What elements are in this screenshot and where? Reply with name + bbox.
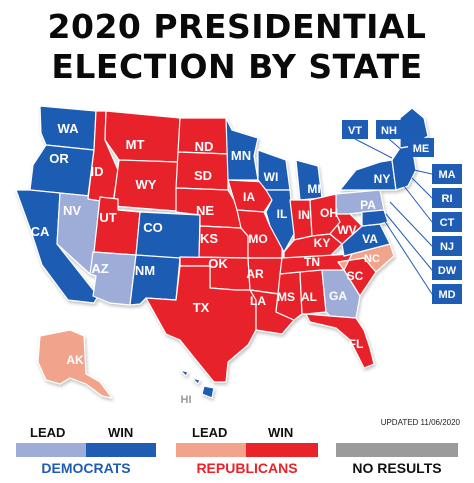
label-tn: TN [304, 255, 320, 269]
box-vt [342, 120, 368, 139]
label-pa: PA [360, 198, 376, 212]
label-ma: MA [438, 169, 455, 181]
state-ak [37, 329, 113, 399]
label-oh: OH [320, 206, 338, 220]
updated-date: UPDATED 11/06/2020 [380, 418, 460, 427]
label-ia: IA [243, 190, 255, 204]
label-sd: SD [194, 168, 212, 183]
label-mi: MI [307, 182, 320, 196]
state-az [89, 251, 137, 306]
label-ky: KY [314, 236, 331, 250]
legend-dem-lead-label: LEAD [30, 425, 66, 440]
label-wi: WI [264, 170, 279, 184]
legend-no-results: NO RESULTS [352, 460, 442, 476]
label-ct: CT [440, 217, 455, 229]
label-mo: MO [248, 232, 267, 246]
legend-rep-lead-swatch [176, 443, 246, 457]
label-ne: NE [196, 203, 214, 218]
label-nh: NH [381, 125, 397, 137]
label-nj: NJ [440, 241, 454, 253]
label-wa: WA [58, 121, 80, 136]
label-wy: WY [136, 177, 157, 192]
label-ak: AK [66, 353, 84, 367]
state-hi [179, 369, 215, 399]
label-il: IL [277, 207, 288, 221]
state-tx [145, 265, 257, 383]
label-ar: AR [246, 267, 264, 281]
box-dw [432, 260, 462, 280]
box-ma [432, 164, 462, 184]
state-il [265, 189, 295, 253]
label-la: LA [250, 294, 266, 308]
label-va: VA [362, 232, 378, 246]
legend-dem-lead-swatch [16, 443, 86, 457]
box-nh [376, 120, 402, 139]
box-nj [432, 236, 462, 256]
label-or: OR [49, 151, 69, 166]
title-line-2: ELECTION BY STATE [51, 47, 423, 86]
label-dw: DW [438, 265, 457, 277]
legend-rep-lead-label: LEAD [192, 425, 228, 440]
box-ct [432, 212, 462, 232]
label-mn: MN [231, 148, 251, 163]
label-wv: WV [337, 223, 356, 237]
label-nd: ND [195, 139, 214, 154]
label-ut: UT [99, 210, 116, 225]
label-ri: RI [442, 193, 453, 205]
legend-no-results-swatch [336, 443, 458, 457]
label-nv: NV [63, 203, 81, 218]
state-md [361, 209, 389, 227]
label-id: ID [91, 164, 104, 179]
label-ms: MS [277, 290, 295, 304]
label-tx: TX [193, 300, 210, 315]
legend-rep-win-label: WIN [268, 425, 294, 440]
label-vt: VT [348, 125, 362, 137]
label-ny: NY [374, 172, 391, 186]
label-al: AL [301, 290, 317, 304]
box-md [432, 284, 462, 304]
legend-dem-win-label: WIN [108, 425, 134, 440]
label-mt: MT [126, 137, 145, 152]
label-in: IN [298, 208, 310, 222]
legend-rep-win-swatch [246, 443, 318, 457]
label-sc: SC [347, 269, 364, 283]
label-md: MD [438, 289, 455, 301]
label-az: AZ [91, 261, 108, 276]
label-ok: OK [208, 256, 228, 271]
label-ks: KS [200, 231, 218, 246]
label-fl: FL [349, 337, 364, 351]
state-nc [337, 243, 395, 273]
label-nm: NM [135, 263, 155, 278]
label-ga: GA [329, 289, 347, 303]
label-nc: NC [364, 253, 380, 265]
state-fl [305, 313, 375, 369]
legend-democrats: DEMOCRATS [41, 460, 131, 476]
state-al [299, 269, 327, 315]
box-me [408, 138, 434, 157]
label-ca: CA [31, 224, 50, 239]
box-ri [432, 188, 462, 208]
label-hi: HI [181, 394, 192, 406]
title-line-1: 2020 PRESIDENTIAL [47, 7, 427, 46]
label-me: ME [413, 143, 430, 155]
label-co: CO [143, 220, 163, 235]
legend-republicans: REPUBLICANS [196, 460, 298, 476]
legend-dem-win-swatch [86, 443, 156, 457]
